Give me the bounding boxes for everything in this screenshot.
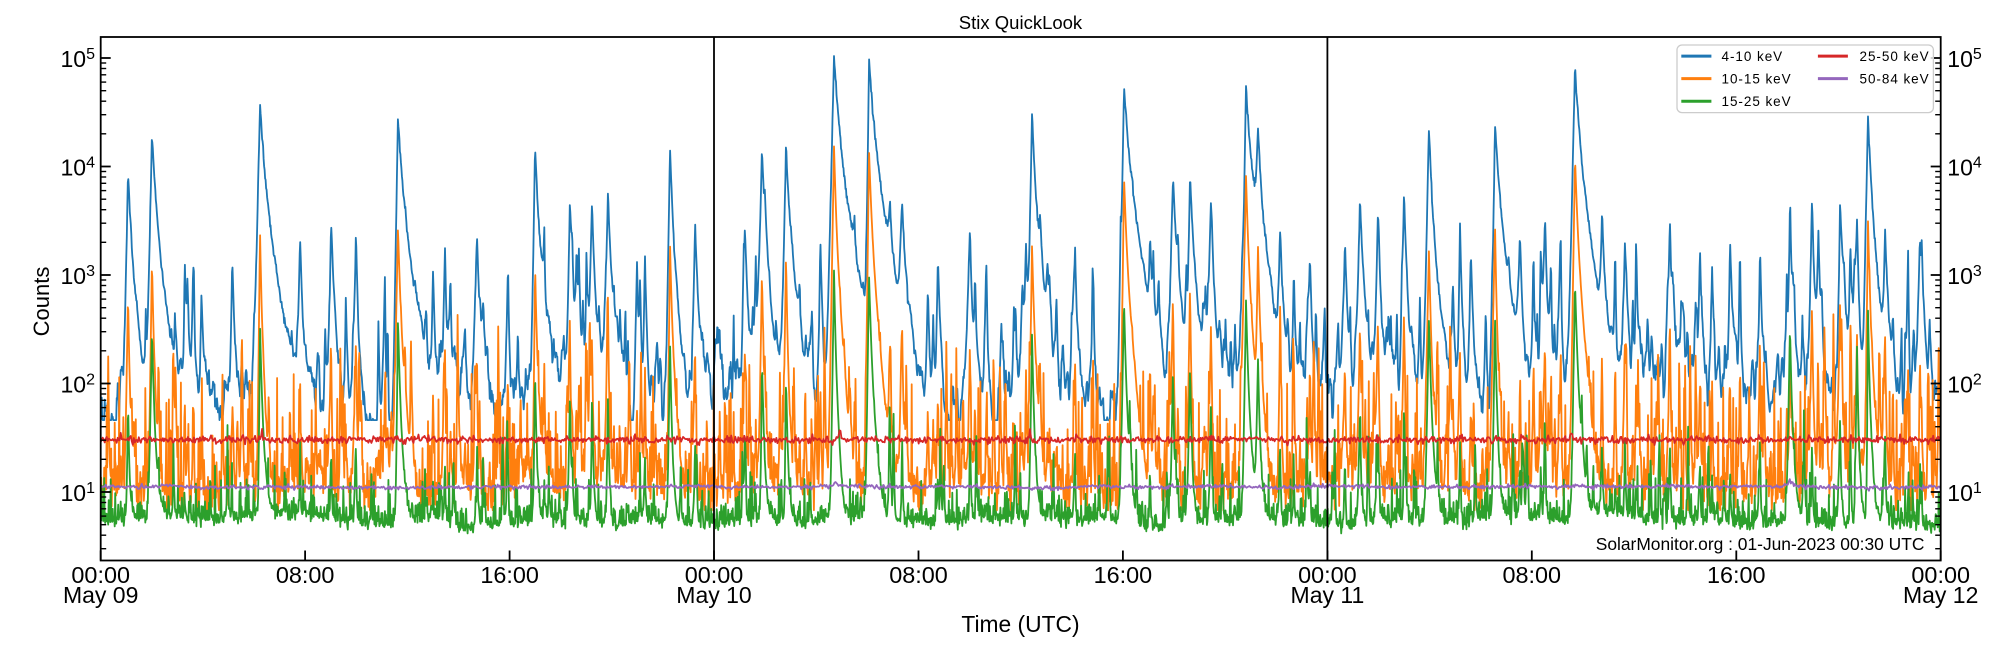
- svg-text:16:00: 16:00: [480, 562, 539, 588]
- svg-text:08:00: 08:00: [1503, 562, 1562, 588]
- svg-text:08:00: 08:00: [276, 562, 335, 588]
- svg-text:May 12: May 12: [1903, 582, 1978, 608]
- svg-text:00:00: 00:00: [71, 562, 130, 588]
- svg-text:May 10: May 10: [676, 582, 751, 608]
- svg-text:00:00: 00:00: [1911, 562, 1970, 588]
- svg-text:Time (UTC): Time (UTC): [961, 611, 1079, 637]
- svg-text:15-25 keV: 15-25 keV: [1722, 94, 1792, 109]
- svg-text:May 09: May 09: [63, 582, 138, 608]
- svg-text:50-84 keV: 50-84 keV: [1860, 72, 1930, 87]
- svg-text:May 11: May 11: [1291, 582, 1365, 608]
- svg-text:16:00: 16:00: [1707, 562, 1766, 588]
- svg-text:00:00: 00:00: [1298, 562, 1357, 588]
- svg-text:Stix QuickLook: Stix QuickLook: [959, 12, 1083, 33]
- svg-text:Counts: Counts: [29, 267, 54, 337]
- svg-text:00:00: 00:00: [685, 562, 744, 588]
- svg-text:08:00: 08:00: [889, 562, 948, 588]
- svg-text:10-15 keV: 10-15 keV: [1722, 72, 1792, 87]
- svg-text:4-10 keV: 4-10 keV: [1722, 49, 1784, 64]
- svg-text:25-50 keV: 25-50 keV: [1860, 49, 1930, 64]
- svg-text:SolarMonitor.org : 01-Jun-2023: SolarMonitor.org : 01-Jun-2023 00:30 UTC: [1596, 534, 1925, 554]
- svg-text:16:00: 16:00: [1094, 562, 1153, 588]
